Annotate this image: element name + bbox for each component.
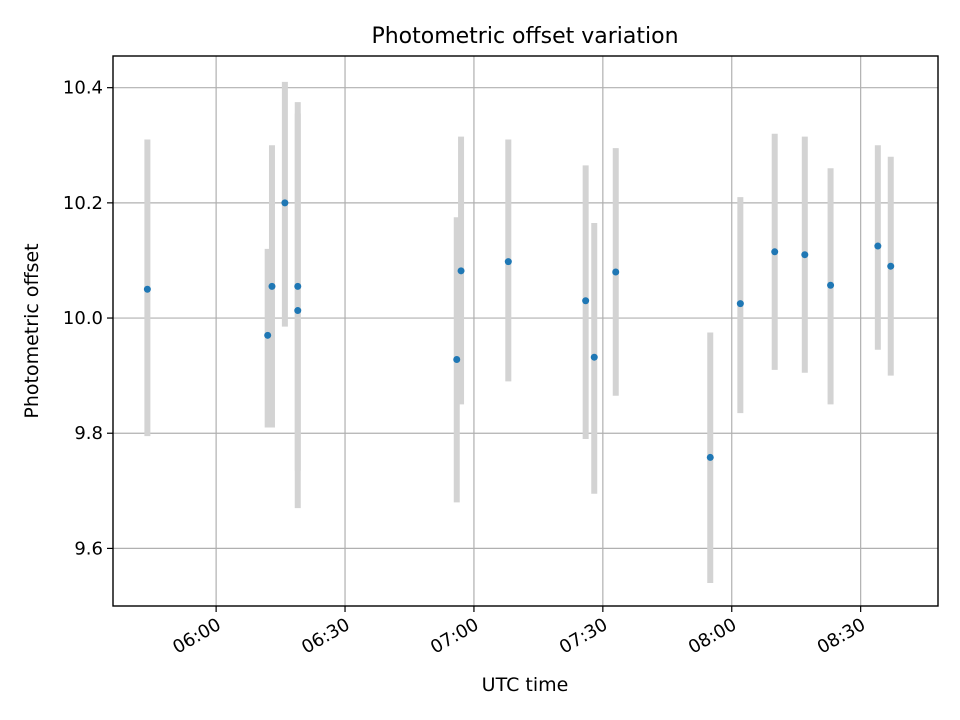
y-tick-label: 9.8: [74, 423, 103, 444]
chart-title: Photometric offset variation: [371, 24, 678, 49]
data-point: [143, 285, 151, 293]
x-axis-label: UTC time: [482, 674, 569, 696]
data-points: [143, 199, 895, 461]
y-tick-label: 10.4: [63, 78, 103, 99]
data-point: [706, 453, 714, 461]
data-point: [771, 248, 779, 256]
data-point: [294, 307, 302, 315]
y-axis-label: Photometric offset: [21, 243, 43, 418]
data-point: [453, 356, 461, 364]
data-point: [612, 268, 620, 276]
y-tick-label: 10.0: [63, 308, 103, 329]
data-point: [268, 282, 276, 290]
data-point: [264, 331, 272, 339]
y-tick-label: 9.6: [74, 538, 103, 559]
data-point: [590, 353, 598, 361]
data-point: [294, 282, 302, 290]
y-tick-label: 10.2: [63, 193, 103, 214]
data-point: [887, 262, 895, 270]
grid: [113, 56, 938, 606]
data-point: [457, 267, 465, 275]
data-point: [801, 251, 809, 259]
plot-frame: [112, 55, 939, 607]
data-point: [736, 300, 744, 308]
data-point: [281, 199, 289, 207]
data-point: [874, 242, 882, 250]
data-point: [827, 281, 835, 289]
data-point: [504, 258, 512, 266]
data-point: [582, 297, 590, 305]
